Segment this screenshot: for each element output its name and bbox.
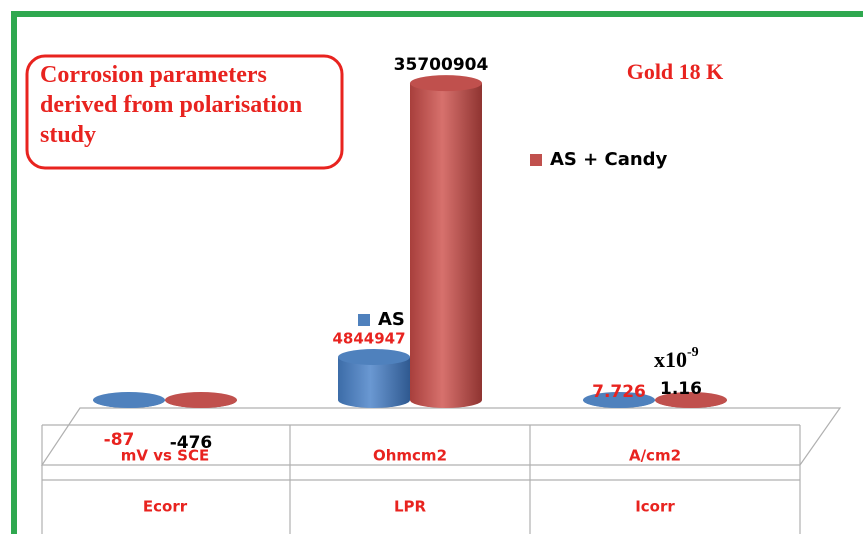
bar xyxy=(655,392,727,408)
unit-label: Ohmcm2 xyxy=(373,447,447,465)
bar xyxy=(410,75,482,408)
floor-table xyxy=(40,407,842,534)
value-label: 1.16 xyxy=(660,379,702,399)
subtitle: Gold 18 K xyxy=(627,59,724,84)
bar-top xyxy=(165,392,237,408)
bar-body xyxy=(410,83,482,408)
bar-top xyxy=(93,392,165,408)
category-label: LPR xyxy=(394,498,427,516)
chart-title: Corrosion parameters derived from polari… xyxy=(40,62,303,148)
value-label: -476 xyxy=(170,433,213,453)
annotation-base: x10 xyxy=(654,347,687,372)
frame xyxy=(11,11,863,534)
category-label: Icorr xyxy=(635,498,675,516)
bar xyxy=(93,392,165,409)
bar-body xyxy=(338,357,410,408)
legend-swatch xyxy=(530,154,542,166)
bar-top xyxy=(410,75,482,92)
value-label: 35700904 xyxy=(394,55,489,75)
bar-top xyxy=(338,349,410,366)
value-label: -87 xyxy=(104,430,135,450)
value-label: 4844947 xyxy=(332,330,405,348)
bar xyxy=(338,349,410,408)
category-label: Ecorr xyxy=(143,498,188,516)
value-label: 7.726 xyxy=(592,382,646,402)
bar xyxy=(165,392,237,409)
unit-label: A/cm2 xyxy=(629,447,681,465)
annotation-exponent: -9 xyxy=(687,345,699,360)
bar-top xyxy=(655,392,727,408)
bar xyxy=(583,391,655,408)
legend-label: AS + Candy xyxy=(550,149,668,170)
annotation: x10-9 xyxy=(654,345,699,372)
title-wrap: Corrosion parameters derived from polari… xyxy=(40,62,303,148)
bar-top xyxy=(583,391,655,408)
legend-label: AS xyxy=(378,309,405,330)
legend-swatch xyxy=(358,314,370,326)
unit-label: mV vs SCE xyxy=(121,447,209,465)
title-box xyxy=(25,54,344,170)
